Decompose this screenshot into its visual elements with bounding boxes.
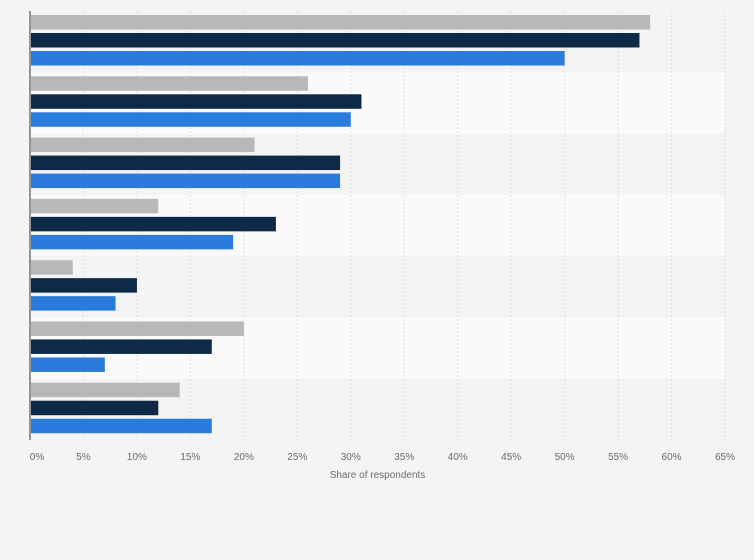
x-tick-label: 55% (608, 452, 628, 463)
x-tick-label: 0% (30, 452, 45, 463)
bar (31, 400, 159, 416)
x-tick-label: 20% (234, 452, 254, 463)
x-tick-label: 25% (287, 452, 307, 463)
x-tick-label: 15% (180, 452, 200, 463)
bar (31, 51, 565, 66)
bar (31, 94, 362, 109)
bar (31, 155, 341, 171)
bar (31, 382, 180, 398)
bar (31, 418, 212, 434)
x-tick-label: 35% (394, 452, 414, 463)
category-band (30, 256, 725, 318)
bar (31, 33, 640, 48)
x-tick-label: 30% (341, 452, 361, 463)
x-axis-title: Share of respondents (330, 470, 426, 481)
bar (31, 76, 308, 91)
bars (31, 15, 651, 434)
x-tick-label: 50% (555, 452, 575, 463)
bar (31, 260, 73, 275)
bar (31, 173, 341, 189)
bar (31, 296, 116, 311)
bar (31, 357, 105, 372)
bar (31, 198, 159, 214)
x-tick-label: 40% (448, 452, 468, 463)
x-tick-label: 45% (501, 452, 521, 463)
x-tick-label: 60% (662, 452, 682, 463)
bar (31, 278, 137, 293)
bar (31, 339, 212, 354)
x-tick-label: 65% (715, 452, 735, 463)
x-tick-label: 5% (76, 452, 91, 463)
x-tick-label: 10% (127, 452, 147, 463)
bar (31, 137, 255, 153)
bar (31, 112, 351, 127)
bar (31, 321, 244, 336)
bar (31, 15, 651, 30)
bar (31, 234, 234, 250)
category-bands (30, 11, 725, 440)
bar (31, 216, 276, 232)
x-axis-ticks: 0% 5% 10% 15% 20% 25% 30% 35% 40% 45% 50% 55% 60% 65% (30, 452, 735, 463)
